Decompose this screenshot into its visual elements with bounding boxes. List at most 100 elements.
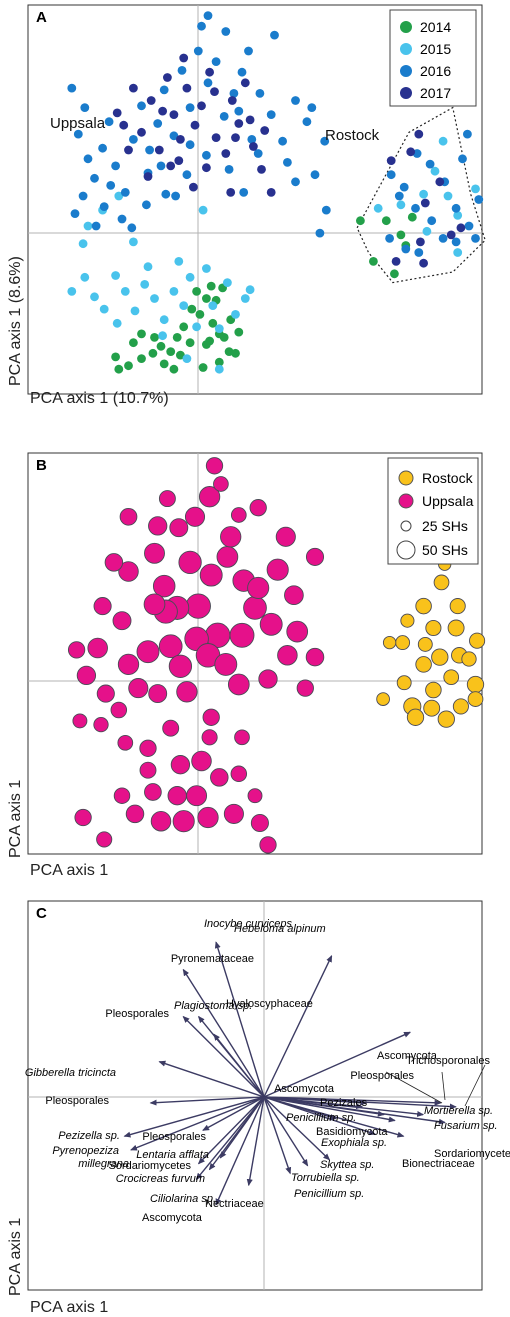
arrow-22 (202, 1096, 265, 1131)
arrow-label-25: Crocicreas furvum (116, 1173, 205, 1185)
bubble-uppsala-51 (125, 804, 145, 824)
point-2016-62 (411, 203, 420, 213)
point-2014-10 (195, 310, 205, 319)
bubble-uppsala-17 (266, 558, 289, 581)
point-2015-40 (422, 226, 432, 236)
arrow-label-22: Pleosporales (142, 1131, 206, 1143)
point-2014-22 (185, 338, 195, 348)
bubble-uppsala-54 (96, 684, 115, 703)
point-2015-6 (130, 306, 140, 316)
point-2016-46 (234, 106, 244, 116)
legend-marker-2014 (400, 21, 412, 33)
bubble-uppsala-59 (205, 457, 224, 475)
label-connector-1 (441, 1071, 446, 1101)
point-2016-75 (463, 129, 472, 139)
point-2014-32 (129, 338, 138, 348)
point-2016-58 (283, 158, 292, 167)
point-2014-1 (114, 364, 124, 374)
bubble-rostock-20 (396, 675, 412, 691)
bubble-uppsala-46 (169, 518, 189, 538)
point-2017-3 (146, 96, 156, 105)
point-2016-15 (169, 131, 179, 141)
point-2015-10 (169, 287, 179, 296)
point-2015-8 (150, 294, 159, 303)
point-2017-23 (189, 182, 198, 192)
point-2014-31 (214, 357, 224, 367)
bubble-rostock-23 (376, 692, 390, 706)
point-2014-8 (179, 322, 189, 332)
arrow-31 (215, 1096, 265, 1206)
bubble-uppsala-25 (117, 653, 140, 676)
point-2015-0 (67, 287, 77, 296)
point-2017-2 (137, 127, 146, 137)
point-2017-39 (416, 237, 425, 247)
bubble-uppsala-71 (230, 765, 248, 783)
point-2015-27 (112, 318, 122, 328)
point-2015-16 (214, 324, 224, 333)
point-2016-19 (203, 78, 213, 88)
arrow-label-28: Torrubiella sp. (291, 1172, 360, 1184)
point-2017-25 (202, 163, 211, 173)
point-2017-27 (158, 106, 168, 116)
arrow-label-18: Sordariomycetes (434, 1148, 510, 1160)
arrow-label-3: Plagiostoma sp. (174, 1000, 252, 1012)
point-2015-41 (453, 248, 463, 257)
point-2015-29 (158, 331, 168, 341)
point-2016-56 (185, 140, 195, 150)
point-2014-7 (172, 333, 182, 342)
arrow-11 (149, 1096, 265, 1106)
arrow-19 (263, 1096, 377, 1136)
bubble-uppsala-15 (152, 574, 176, 598)
point-2016-36 (142, 200, 151, 210)
bubble-uppsala-68 (139, 761, 157, 779)
point-2016-71 (458, 154, 467, 164)
point-2017-18 (257, 165, 266, 174)
point-2017-5 (163, 73, 172, 82)
bubble-uppsala-50 (210, 768, 229, 787)
point-2016-43 (127, 223, 137, 233)
point-2016-5 (78, 191, 88, 201)
point-2017-10 (197, 101, 206, 111)
arrow-label-4: Pleosporales (105, 1008, 169, 1020)
bubble-uppsala-44 (170, 755, 191, 775)
point-2014-36 (390, 269, 399, 279)
bubble-rostock-25 (382, 635, 397, 650)
arrow-label-17: Exophiala sp. (321, 1137, 387, 1149)
bubble-uppsala-69 (158, 490, 176, 508)
point-2014-14 (219, 333, 229, 342)
point-2015-36 (443, 191, 453, 201)
point-2017-33 (119, 120, 129, 130)
legend-marker-50-shs (396, 540, 416, 560)
arrow-label-14: Fusarium sp. (434, 1120, 498, 1132)
point-2016-77 (414, 248, 424, 257)
arrow-label-1: Hebeloma alpinum (234, 923, 326, 935)
point-2014-4 (148, 348, 158, 358)
point-2015-19 (240, 294, 250, 303)
arrow-label-21: Pyrenopeziza millegrana (52, 1145, 129, 1170)
arrow-label-11: Pleosporales (45, 1095, 109, 1107)
panel-c-frame (27, 900, 483, 1291)
bubble-rostock-18 (461, 651, 477, 667)
point-2016-32 (321, 205, 331, 215)
point-2014-6 (166, 347, 176, 356)
point-2015-42 (373, 203, 383, 213)
bubble-uppsala-8 (158, 634, 183, 659)
point-2016-3 (83, 154, 93, 164)
point-2017-17 (249, 142, 258, 151)
point-2014-5 (159, 359, 169, 369)
bubble-uppsala-32 (87, 637, 108, 659)
point-2014-40 (407, 212, 417, 222)
legend-label-2016: 2016 (420, 63, 451, 79)
arrow-label-26: Ciliolarina sp. (150, 1193, 216, 1205)
panel-b-letter: B (36, 457, 47, 474)
bubble-uppsala-70 (110, 701, 128, 719)
point-2017-1 (129, 83, 138, 93)
bubble-uppsala-67 (162, 719, 180, 737)
point-2016-63 (427, 216, 437, 226)
point-2016-55 (221, 27, 231, 36)
point-2016-64 (438, 234, 448, 243)
point-2014-0 (111, 352, 120, 362)
point-2016-44 (197, 21, 206, 31)
point-2014-12 (208, 318, 218, 328)
